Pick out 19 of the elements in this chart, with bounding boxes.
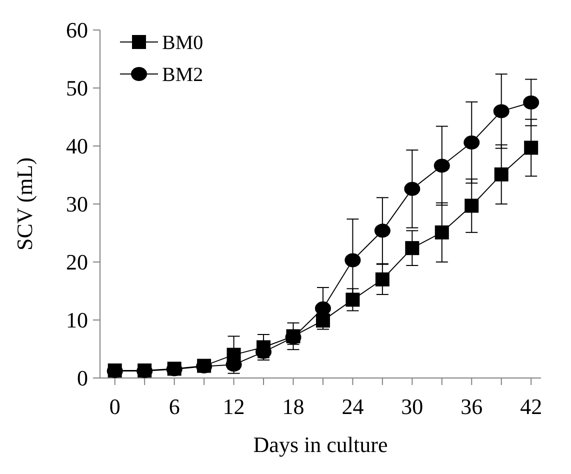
- x-tick-label: 30: [401, 394, 424, 419]
- x-tick-label: 24: [342, 394, 364, 419]
- legend-label: BM0: [162, 32, 204, 54]
- y-tick-label: 40: [66, 134, 88, 159]
- y-axis-title: SCV (mL): [12, 157, 37, 251]
- x-tick-label: 42: [520, 394, 542, 419]
- x-tick-label: 6: [168, 394, 180, 419]
- y-tick-label: 60: [66, 18, 88, 43]
- y-tick-label: 30: [66, 192, 88, 217]
- y-tick-label: 50: [66, 76, 88, 101]
- x-tick-label: 36: [460, 394, 483, 419]
- x-tick-label: 18: [282, 394, 304, 419]
- y-tick-label: 20: [66, 250, 88, 275]
- legend-label: BM2: [162, 64, 204, 86]
- x-tick-label: 12: [222, 394, 245, 419]
- y-tick-label: 0: [77, 366, 88, 391]
- x-tick-label: 0: [109, 394, 120, 419]
- y-tick-label: 10: [66, 308, 88, 333]
- x-axis-title: Days in culture: [253, 432, 388, 457]
